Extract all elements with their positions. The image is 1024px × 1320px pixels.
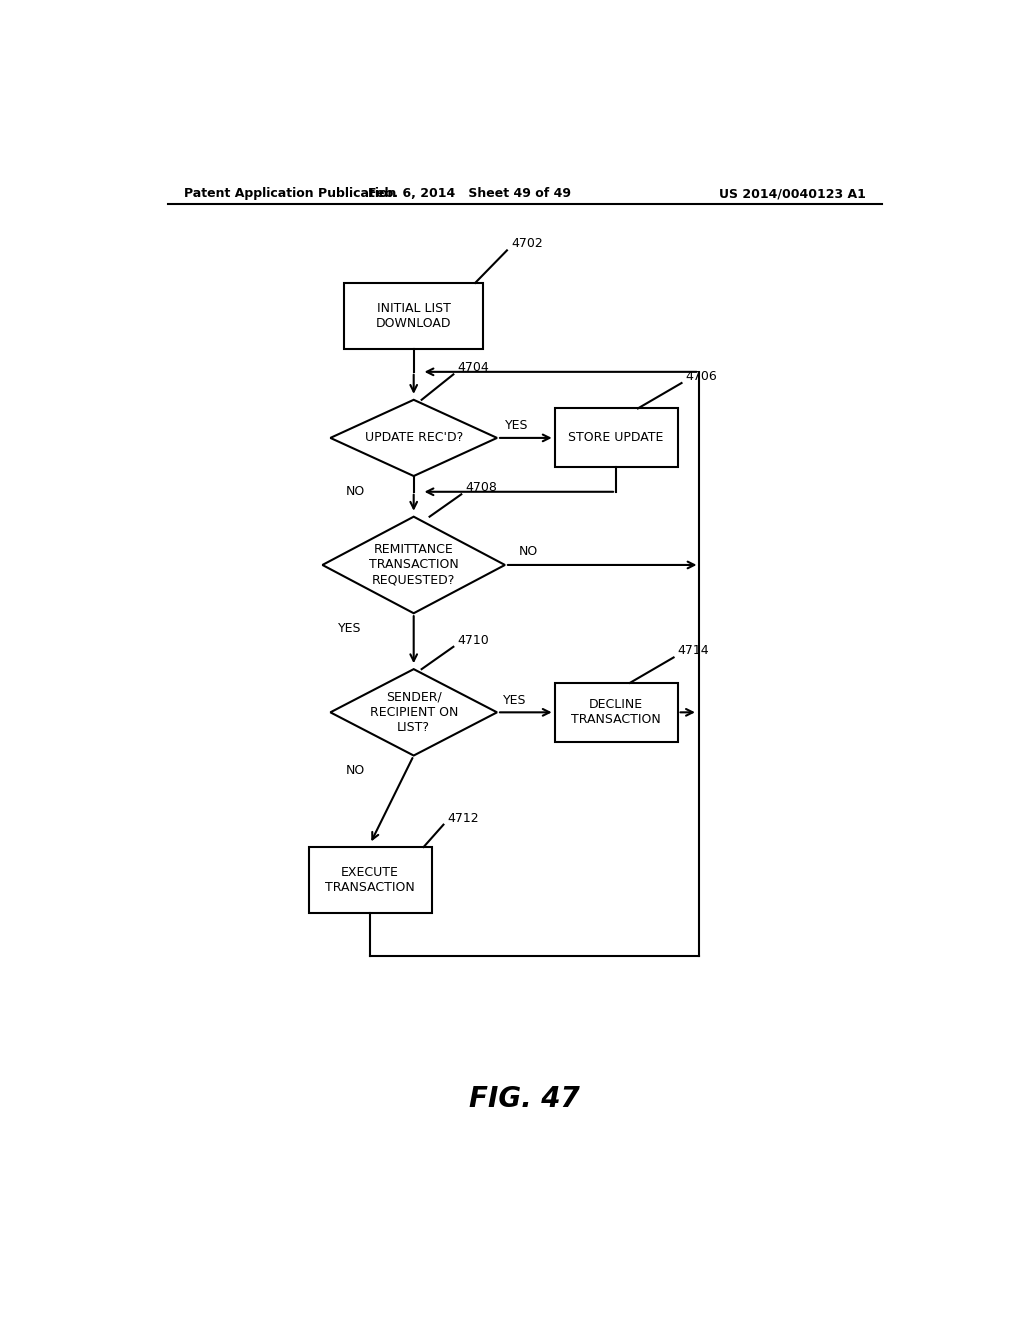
Text: SENDER/
RECIPIENT ON
LIST?: SENDER/ RECIPIENT ON LIST? bbox=[370, 690, 458, 734]
Text: 4704: 4704 bbox=[458, 362, 489, 375]
Text: US 2014/0040123 A1: US 2014/0040123 A1 bbox=[719, 187, 866, 201]
Text: INITIAL LIST
DOWNLOAD: INITIAL LIST DOWNLOAD bbox=[376, 302, 452, 330]
Text: 4710: 4710 bbox=[458, 634, 489, 647]
Text: YES: YES bbox=[505, 420, 528, 432]
Text: EXECUTE
TRANSACTION: EXECUTE TRANSACTION bbox=[326, 866, 415, 894]
Text: NO: NO bbox=[346, 484, 366, 498]
Text: 4712: 4712 bbox=[447, 812, 479, 825]
Text: DECLINE
TRANSACTION: DECLINE TRANSACTION bbox=[571, 698, 660, 726]
Text: 4714: 4714 bbox=[678, 644, 710, 657]
Text: UPDATE REC'D?: UPDATE REC'D? bbox=[365, 432, 463, 445]
Text: REMITTANCE
TRANSACTION
REQUESTED?: REMITTANCE TRANSACTION REQUESTED? bbox=[369, 544, 459, 586]
Text: YES: YES bbox=[338, 622, 361, 635]
Polygon shape bbox=[331, 400, 497, 477]
Bar bbox=[555, 408, 678, 467]
Bar bbox=[555, 682, 678, 742]
Polygon shape bbox=[323, 516, 505, 614]
Text: NO: NO bbox=[346, 764, 366, 777]
Bar bbox=[344, 282, 483, 348]
Bar bbox=[308, 847, 431, 913]
Text: 4702: 4702 bbox=[511, 238, 543, 251]
Text: STORE UPDATE: STORE UPDATE bbox=[568, 432, 664, 445]
Polygon shape bbox=[331, 669, 497, 755]
Text: NO: NO bbox=[519, 545, 539, 558]
Text: Patent Application Publication: Patent Application Publication bbox=[183, 187, 396, 201]
Text: Feb. 6, 2014   Sheet 49 of 49: Feb. 6, 2014 Sheet 49 of 49 bbox=[368, 187, 570, 201]
Text: YES: YES bbox=[503, 693, 526, 706]
Text: 4706: 4706 bbox=[685, 370, 717, 383]
Text: 4708: 4708 bbox=[465, 482, 498, 494]
Text: FIG. 47: FIG. 47 bbox=[469, 1085, 581, 1113]
